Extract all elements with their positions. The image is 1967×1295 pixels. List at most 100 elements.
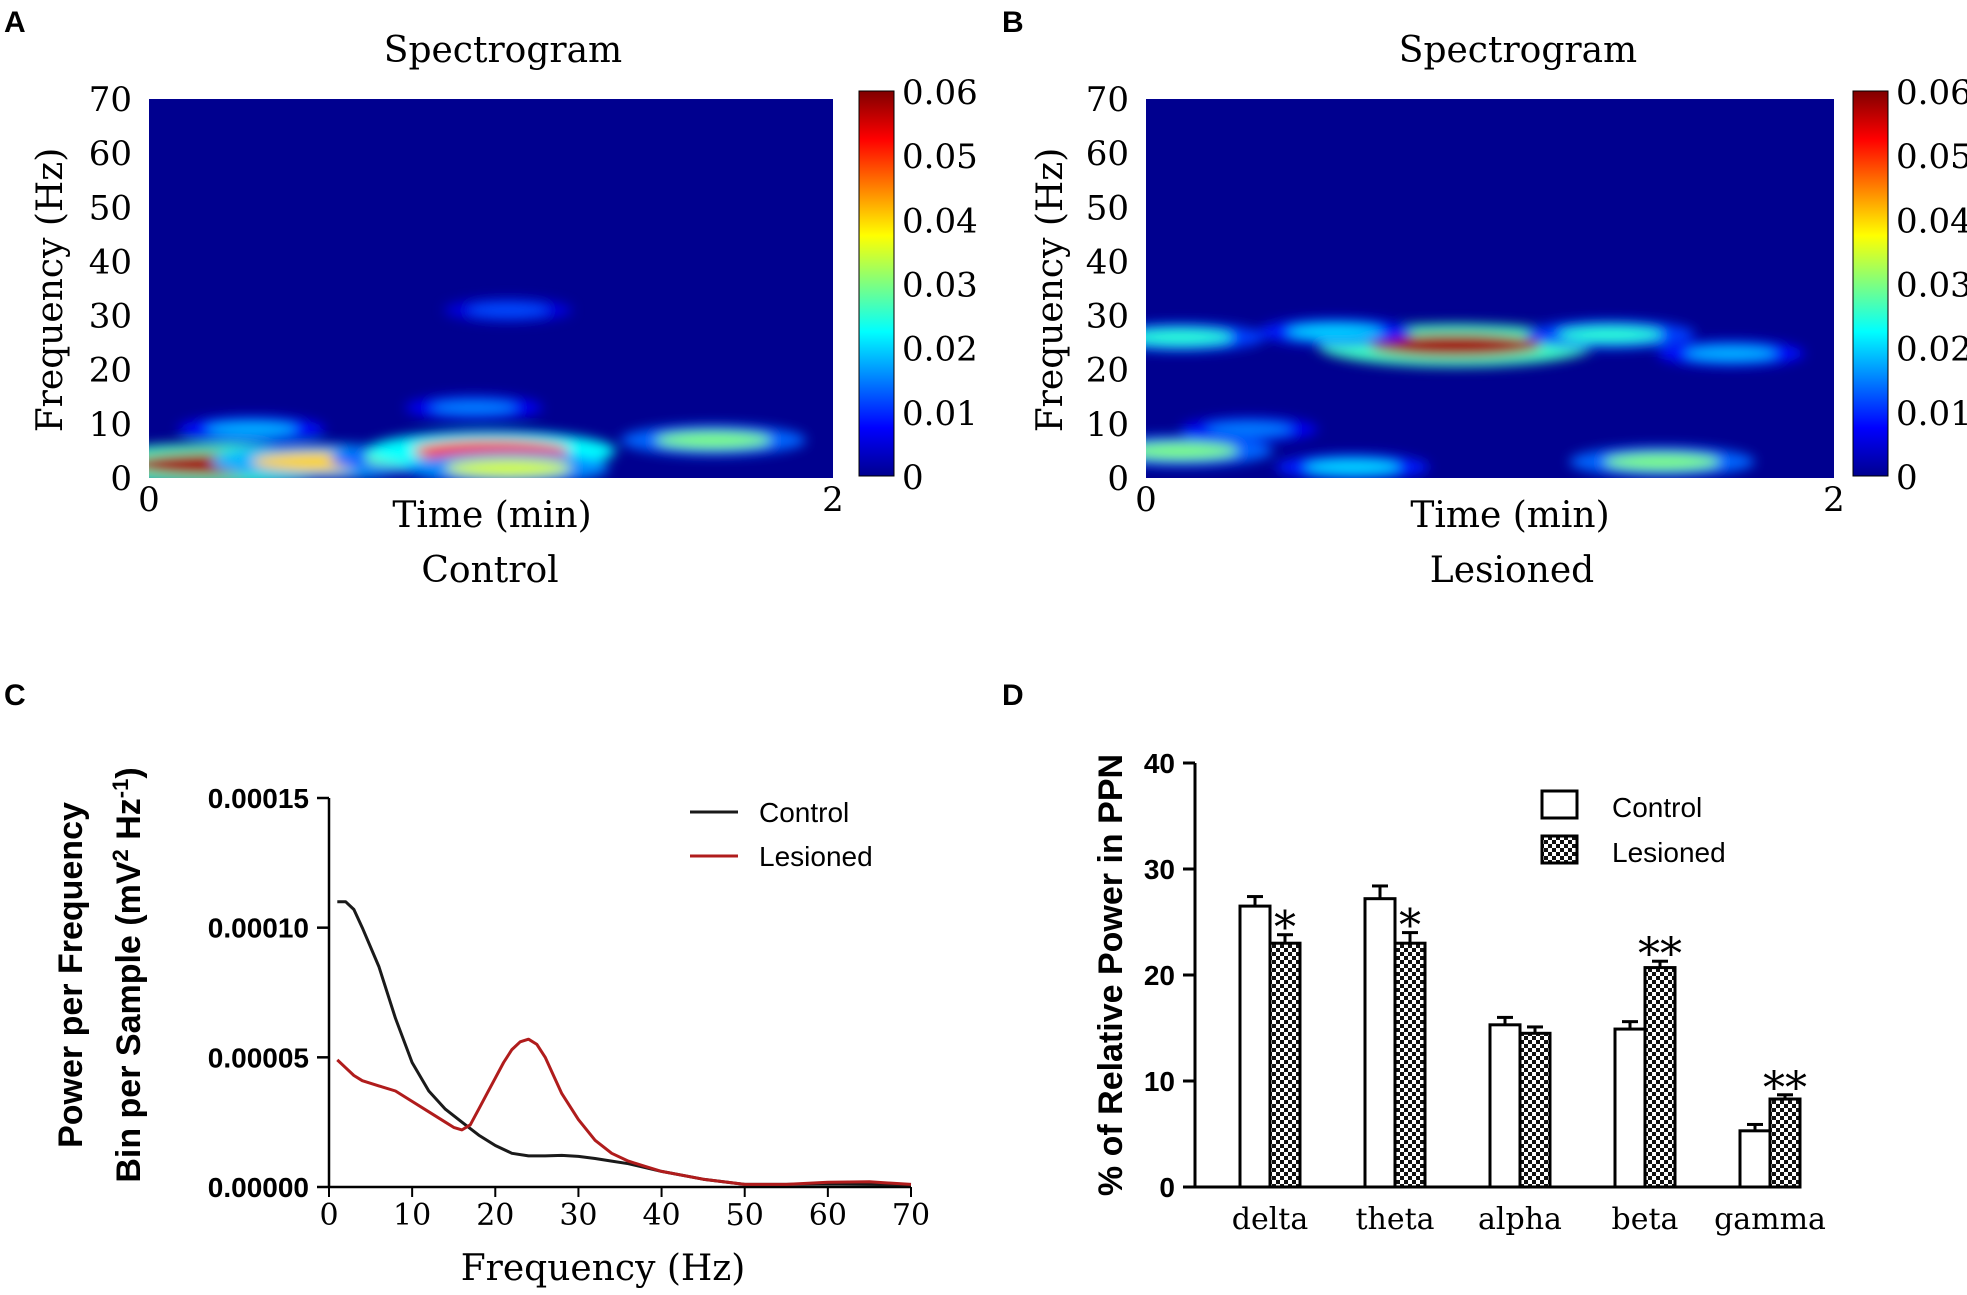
x-axis-label-a: Time (min) [392,495,591,536]
panel-label-a: A [4,6,26,39]
colorbar-tick-label: 0.02 [1896,330,1967,370]
heatmap-hotspot [1287,324,1384,340]
panel-label-c: C [4,679,26,712]
x-category-label: gamma [1714,1202,1826,1237]
y-tick-label: 0.00005 [208,1042,309,1073]
legend-d-control-label: Control [1612,792,1702,823]
heatmap-hotspot [1146,442,1239,460]
x-tick-label: 40 [642,1198,680,1233]
x-axis-label-c: Frequency (Hz) [461,1248,746,1289]
bar-control-alpha [1488,1023,1522,1189]
heatmap-hotspot [1684,346,1777,361]
heatmap-hotspot [1369,333,1542,358]
y-axis-label-c-line1: Power per Frequency [52,802,90,1148]
x-tick-label: 0 [138,480,160,520]
y-tick-label: 40 [1086,242,1129,282]
bar-lesioned-delta [1268,941,1302,1189]
panel-label-d: D [1002,679,1024,712]
y-tick-label: 30 [1086,297,1129,337]
x-tick-label: 10 [393,1198,431,1233]
x-tick-label: 50 [726,1198,764,1233]
colorbar-tick-label: 0.04 [902,201,978,241]
colorbar-tick-label: 0.03 [902,266,978,306]
y-axis-label-c-line2: Bin per Sample (mV2 Hz-1) [108,767,149,1182]
colorbar-tick-label: 0.06 [902,73,978,113]
x-category-label: theta [1355,1202,1434,1237]
bar-lesioned-gamma [1768,1097,1802,1189]
y-tick-label: 60 [1086,134,1129,174]
y-axis-label-a: Frequency (Hz) [30,148,71,433]
bar-lesioned-theta [1393,941,1427,1189]
bar-control-delta [1238,904,1272,1189]
bar-lesioned-beta [1643,966,1677,1189]
colorbar-a [858,90,895,477]
bar-control-beta [1613,1027,1647,1189]
psd-line-panel: 0.00000 0.00005 0.00010 0.00015 0 10 20 30 40 50… [52,767,930,1289]
y-tick-label: 30 [1144,854,1175,885]
bar-lesioned-alpha [1518,1031,1552,1189]
colorbar-b [1852,90,1889,477]
y-tick-label: 70 [89,80,132,120]
heatmap-hotspot [655,431,772,449]
colorbar-tick-label: 0.05 [1896,137,1967,177]
significance-marker: ** [1638,929,1682,980]
x-tick-label: 70 [892,1198,930,1233]
heatmap-hotspot [445,459,572,478]
series-line-lesioned [336,1037,912,1186]
heatmap-hotspot [468,303,549,317]
colorbar-tick-label: 0.05 [902,137,978,177]
y-tick-label: 0.00015 [208,783,309,814]
x-tick-label: 0 [319,1198,338,1233]
y-tick-label: 20 [1086,351,1129,391]
colorbar-tick-label: 0 [1896,458,1918,498]
legend-d-lesioned-label: Lesioned [1612,837,1726,868]
y-tick-label: 60 [89,134,132,174]
legend-c-control-label: Control [759,797,849,828]
legend-c-lesioned-label: Lesioned [759,841,873,872]
caption-a: Control [421,550,558,591]
heatmap-hotspot [1604,453,1720,471]
y-tick-label: 10 [1086,405,1129,445]
significance-marker: * [1274,903,1296,954]
y-tick-label: 40 [89,242,132,282]
colorbar-tick-label: 0.01 [1896,394,1967,434]
x-tick-label: 2 [1823,480,1845,520]
colorbar-tick-label: 0 [902,458,924,498]
heatmap-hotspot [1146,329,1234,346]
x-axis-label-b: Time (min) [1410,495,1609,536]
y-tick-label: 40 [1144,748,1175,779]
y-tick-label: 30 [89,297,132,337]
heatmap-hotspot [430,400,517,415]
x-tick-label: 30 [559,1198,597,1233]
heatmap-hotspot [205,422,298,437]
x-tick-label: 2 [822,480,844,520]
y-axis-label-b: Frequency (Hz) [1030,148,1071,433]
y-tick-label: 10 [89,405,132,445]
caption-b: Lesioned [1430,550,1594,591]
y-tick-label: 0.00000 [208,1172,309,1203]
panel-label-b: B [1002,6,1024,39]
y-tick-label: 0 [1159,1172,1175,1203]
colorbar-tick-label: 0.01 [902,394,978,434]
y-tick-label: 20 [89,351,132,391]
spectrogram-a-title: Spectrogram [384,30,622,71]
y-tick-label: 20 [1144,960,1175,991]
y-axis-label-d: % of Relative Power in PPN [1092,754,1130,1196]
heatmap-b-background [1146,99,1834,478]
heatmap-hotspot [1206,422,1293,437]
heatmap-hotspot [1304,459,1401,475]
y-tick-label: 50 [1086,188,1129,228]
colorbar-tick-label: 0.06 [1896,73,1967,113]
heatmap-hotspot [1557,326,1664,343]
legend-d-lesioned-swatch [1540,834,1579,865]
x-tick-label: 20 [476,1198,514,1233]
x-category-label: delta [1232,1202,1309,1237]
y-tick-label: 10 [1144,1066,1175,1097]
x-tick-label: 0 [1135,480,1157,520]
y-tick-label: 0 [110,459,132,499]
y-tick-label: 50 [89,188,132,228]
legend-d-control-swatch [1540,789,1579,820]
